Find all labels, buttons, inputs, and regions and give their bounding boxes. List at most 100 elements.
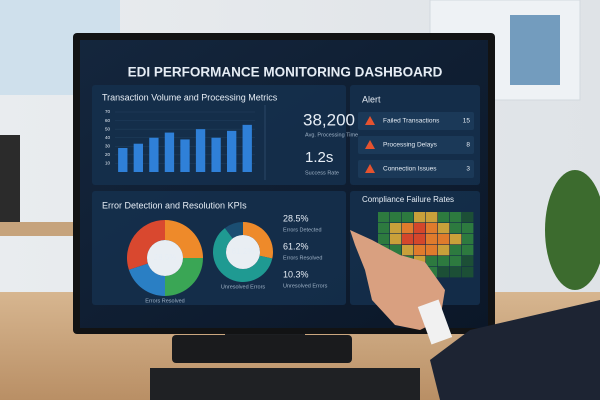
heatmap-cell xyxy=(426,212,438,223)
keyboard xyxy=(150,368,420,400)
heatmap-cell xyxy=(450,256,462,267)
alert-count: 3 xyxy=(466,166,470,173)
alert-row xyxy=(358,112,474,130)
y-tick-label: 50 xyxy=(105,126,111,131)
heatmap-cell xyxy=(438,234,450,245)
heatmap-cell xyxy=(438,245,450,256)
heatmap-cell xyxy=(450,223,462,234)
metric-value: 1.2s xyxy=(305,149,333,166)
heatmap-cell xyxy=(402,212,414,223)
heatmap-cell xyxy=(438,256,450,267)
shelf-device xyxy=(0,135,20,235)
metric-label: Success Rate xyxy=(305,170,339,176)
heatmap-cell xyxy=(462,212,474,223)
alert-row xyxy=(358,160,474,178)
heatmap-cell xyxy=(438,267,450,278)
donut-segment xyxy=(165,220,203,258)
bar xyxy=(211,137,221,172)
bar xyxy=(164,132,175,172)
metric-label: Avg. Processing Time xyxy=(305,132,358,138)
heatmap-cell xyxy=(402,234,414,245)
heatmap-cell xyxy=(414,234,426,245)
heatmap-cell xyxy=(450,267,462,278)
y-tick-label: 40 xyxy=(105,135,111,140)
donut-segment xyxy=(128,263,165,296)
heatmap-cell xyxy=(414,223,426,234)
panel-title: Transaction Volume and Processing Metric… xyxy=(102,92,278,102)
alert-row xyxy=(358,136,474,154)
donut-segment xyxy=(127,220,165,270)
stat-value: 28.5% xyxy=(283,213,309,223)
donut-segment xyxy=(213,228,273,282)
stat-label: Errors Resolved xyxy=(283,255,322,261)
bar xyxy=(118,148,128,172)
stat-label: Unresolved Errors xyxy=(283,283,328,289)
heatmap-cell xyxy=(450,245,462,256)
y-tick-label: 30 xyxy=(105,143,111,148)
stat-value: 61.2% xyxy=(283,241,309,251)
alert-label: Connection Issues xyxy=(383,166,437,173)
heatmap-cell xyxy=(462,234,474,245)
dashboard-title: EDI PERFORMANCE MONITORING DASHBOARD xyxy=(128,65,443,80)
heatmap-cell xyxy=(462,256,474,267)
donut-label: Errors Resolved xyxy=(145,298,184,304)
heatmap-cell xyxy=(390,223,402,234)
plant xyxy=(545,170,600,290)
heatmap-cell xyxy=(426,223,438,234)
monitor-base xyxy=(172,335,352,363)
heatmap-cell xyxy=(426,234,438,245)
heatmap-cell xyxy=(378,212,390,223)
heatmap-cell xyxy=(426,256,438,267)
alert-count: 15 xyxy=(463,118,471,125)
alert-icon xyxy=(365,116,375,125)
donut-center: 28,5% xyxy=(154,253,177,262)
donut-hole xyxy=(147,240,183,276)
poster-graphic xyxy=(510,15,560,85)
bar xyxy=(195,129,206,172)
heatmap-cell xyxy=(438,212,450,223)
heatmap-cell xyxy=(414,245,426,256)
heatmap-cell xyxy=(390,212,402,223)
heatmap-cell xyxy=(402,223,414,234)
donut-segment xyxy=(165,258,203,296)
stat-value: 10.3% xyxy=(283,269,309,279)
sleeve xyxy=(430,300,600,400)
hand xyxy=(350,230,445,330)
donut-segment xyxy=(224,222,243,239)
heatmap-cell xyxy=(390,245,402,256)
alert-icon xyxy=(365,140,375,149)
panel-title: Alert xyxy=(362,94,381,104)
heatmap-cell xyxy=(426,245,438,256)
y-tick-label: 10 xyxy=(105,161,111,166)
bar xyxy=(180,139,190,172)
stat-label: Errors Detected xyxy=(283,227,322,233)
bar xyxy=(149,137,159,172)
panel-title: Compliance Failure Rates xyxy=(362,195,454,204)
heatmap-cell xyxy=(378,223,390,234)
heatmap-cell xyxy=(462,223,474,234)
heatmap-cell xyxy=(450,212,462,223)
heatmap-cell xyxy=(390,234,402,245)
heatmap-cell xyxy=(450,234,462,245)
donut-center: 61,2% xyxy=(232,247,255,256)
y-tick-label: 70 xyxy=(105,109,111,114)
heatmap-cell xyxy=(402,245,414,256)
bar xyxy=(133,143,143,172)
donut-label: Unresolved Errors xyxy=(221,284,266,290)
heatmap-cell xyxy=(462,245,474,256)
heatmap-cell xyxy=(414,212,426,223)
bar xyxy=(242,124,252,172)
alert-label: Failed Transactions xyxy=(383,118,440,125)
shelf xyxy=(0,222,75,236)
donut-segment xyxy=(243,222,273,259)
alert-icon xyxy=(365,164,375,173)
y-tick-label: 60 xyxy=(105,118,111,123)
cuff xyxy=(417,299,453,345)
heatmap-cell xyxy=(438,223,450,234)
y-tick-label: 20 xyxy=(105,152,111,157)
heatmap-cell xyxy=(378,234,390,245)
alert-count: 8 xyxy=(466,142,470,149)
alert-label: Processing Delays xyxy=(383,142,438,149)
metric-value: 38,200 xyxy=(303,110,355,129)
